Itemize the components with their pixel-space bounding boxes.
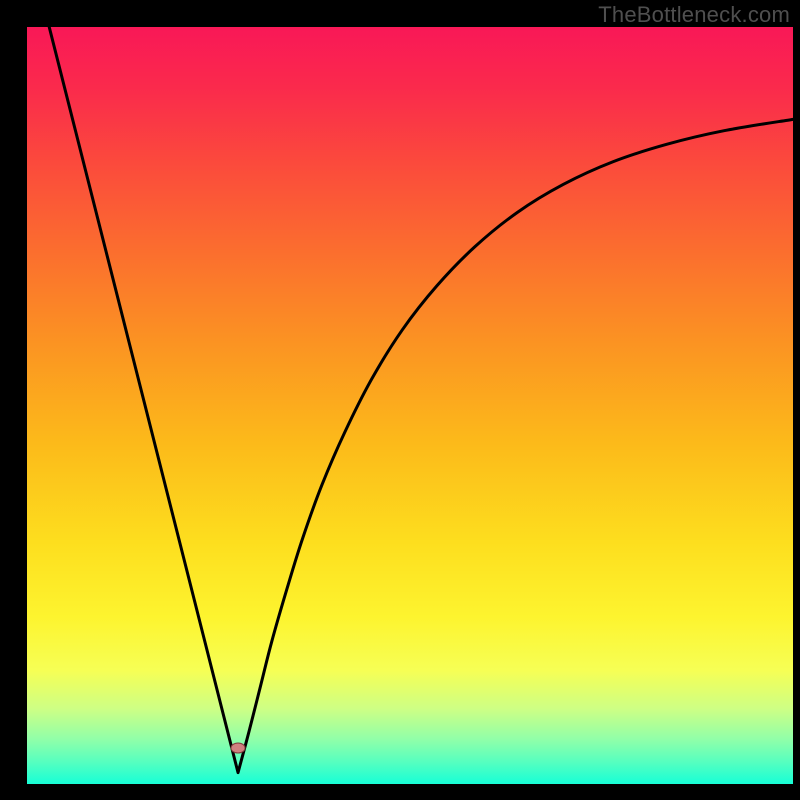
chart-container: TheBottleneck.com (0, 0, 800, 800)
notch-marker (231, 743, 245, 753)
watermark-text: TheBottleneck.com (598, 2, 790, 28)
bottleneck-chart (0, 0, 800, 800)
